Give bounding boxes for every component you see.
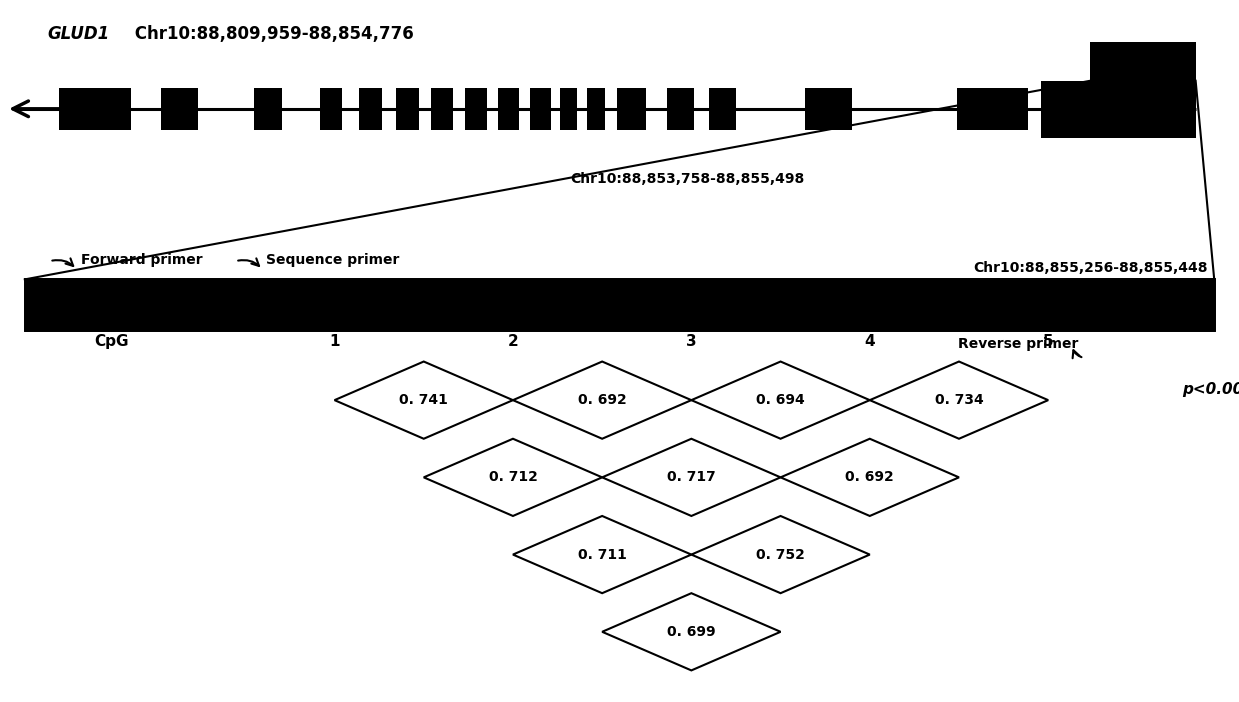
Bar [59,88,131,130]
Bar [805,88,852,130]
Bar [560,88,577,130]
Text: 0. 692: 0. 692 [577,393,627,407]
Bar [617,88,646,130]
Bar [1090,42,1196,81]
Text: 0. 692: 0. 692 [845,470,895,484]
Polygon shape [602,593,781,670]
Text: Sequence primer: Sequence primer [266,253,400,267]
Text: GLUD1: GLUD1 [47,25,109,43]
Text: Chr10:88,855,256-88,855,448: Chr10:88,855,256-88,855,448 [974,261,1208,275]
Text: 0. 734: 0. 734 [934,393,984,407]
Bar [957,88,1028,130]
Text: 0. 741: 0. 741 [399,393,449,407]
Polygon shape [513,362,691,439]
Polygon shape [335,362,513,439]
Text: 0. 694: 0. 694 [756,393,805,407]
Bar [530,88,551,130]
Bar [1041,81,1196,138]
Bar [359,88,382,130]
Text: Chr10:88,853,758-88,855,498: Chr10:88,853,758-88,855,498 [570,172,805,186]
Text: 2: 2 [508,334,518,349]
Bar [498,88,519,130]
Text: 0. 699: 0. 699 [667,625,716,639]
Text: 0. 712: 0. 712 [488,470,538,484]
Bar [465,88,487,130]
Bar [25,279,1214,330]
Text: 4: 4 [865,334,875,349]
Bar [396,88,419,130]
Polygon shape [691,516,870,593]
Polygon shape [602,439,781,516]
Text: CpG: CpG [94,334,129,349]
Text: 0. 717: 0. 717 [667,470,716,484]
Text: 0. 711: 0. 711 [577,548,627,562]
Text: Chr10:88,809,959-88,854,776: Chr10:88,809,959-88,854,776 [129,25,414,43]
Text: 5: 5 [1043,334,1053,349]
Text: Reverse primer: Reverse primer [958,337,1078,351]
Text: 1: 1 [330,334,339,349]
Polygon shape [691,362,870,439]
Bar [667,88,694,130]
Text: 3: 3 [686,334,696,349]
Bar [320,88,342,130]
Polygon shape [870,362,1048,439]
Bar [254,88,282,130]
Text: p<0.001: p<0.001 [1182,382,1239,397]
Bar [709,88,736,130]
Polygon shape [513,516,691,593]
Polygon shape [781,439,959,516]
Text: Forward primer: Forward primer [81,253,202,267]
Polygon shape [424,439,602,516]
Text: 0. 752: 0. 752 [756,548,805,562]
Bar [431,88,453,130]
Bar [25,279,1214,330]
Bar [587,88,605,130]
Bar [161,88,198,130]
